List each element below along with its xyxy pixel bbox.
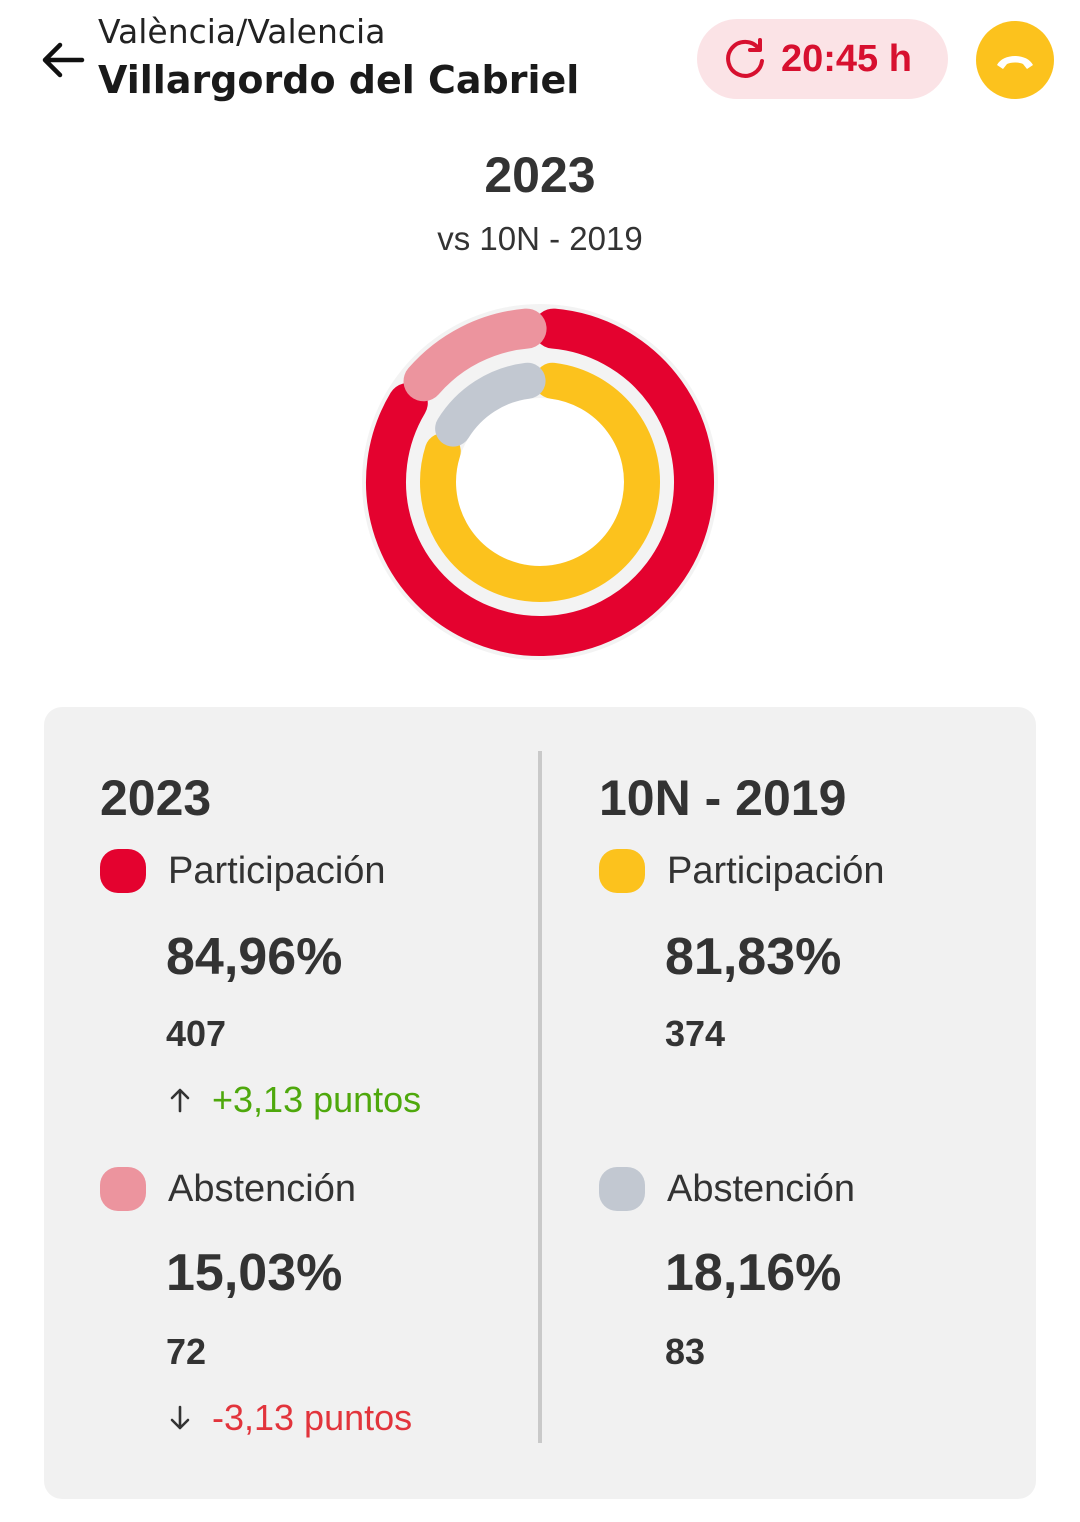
participation-count-2019: 374 [665,1013,726,1054]
participation-label: Participación [667,849,885,892]
donut-outer-abstention [403,308,547,402]
donut-inner-abstention [435,362,546,447]
previous-year-title: 10N - 2019 [599,770,847,826]
abstention-count-2023: 72 [166,1331,207,1372]
legend-participation-2023: Participación [100,849,386,893]
participation-donut-chart [362,304,718,660]
arrow-down-icon [170,1405,190,1430]
participation-2019-swatch [599,849,645,893]
abstention-2019-swatch [599,1167,645,1211]
back-button[interactable] [32,30,92,90]
current-year-title: 2023 [100,770,212,826]
previous-column: 10N - 2019 Participación 81,83% 374 Abst… [599,707,1039,1499]
legend-abstention-2019: Abstención [599,1167,855,1211]
abstention-label: Abstención [667,1167,856,1210]
arrow-left-icon [42,42,85,78]
abstention-pct-2019: 18,16% [665,1244,842,1302]
current-column: 2023 Participación 84,96% 407 +3,13 punt… [100,707,540,1499]
participation-2023-swatch [100,849,146,893]
legend-participation-2019: Participación [599,849,885,893]
column-divider [538,751,542,1443]
donut-outer-participation [366,308,714,656]
phone-button[interactable] [976,21,1054,99]
legend-abstention-2023: Abstención [100,1167,356,1211]
abstention-delta: -3,13 puntos [166,1397,412,1439]
participation-delta: +3,13 puntos [166,1079,421,1121]
arrow-up-icon [170,1088,190,1113]
donut-inner-participation [420,362,660,602]
participation-delta-text: +3,13 puntos [212,1079,422,1120]
donut-center [456,398,624,566]
participation-count-2023: 407 [166,1013,227,1054]
phone-icon [997,56,1033,69]
participation-pct-2019: 81,83% [665,928,842,986]
region-label: València/Valencia [98,12,386,51]
refresh-time-button[interactable]: 20:45 h [697,19,948,99]
update-time: 20:45 h [781,37,912,80]
refresh-icon [726,38,764,78]
participation-label: Participación [168,849,386,892]
abstention-label: Abstención [168,1167,357,1210]
abstention-pct-2023: 15,03% [166,1244,343,1302]
header: València/Valencia Villargordo del Cabrie… [0,0,1080,120]
abstention-2023-swatch [100,1167,146,1211]
page-title: Villargordo del Cabriel [98,58,580,102]
abstention-delta-text: -3,13 puntos [212,1397,413,1438]
abstention-count-2019: 83 [665,1331,706,1372]
participation-pct-2023: 84,96% [166,928,343,986]
election-year: 2023 [484,147,596,203]
stats-card: 2023 Participación 84,96% 407 +3,13 punt… [44,707,1036,1499]
comparison-label: vs 10N - 2019 [437,220,643,257]
